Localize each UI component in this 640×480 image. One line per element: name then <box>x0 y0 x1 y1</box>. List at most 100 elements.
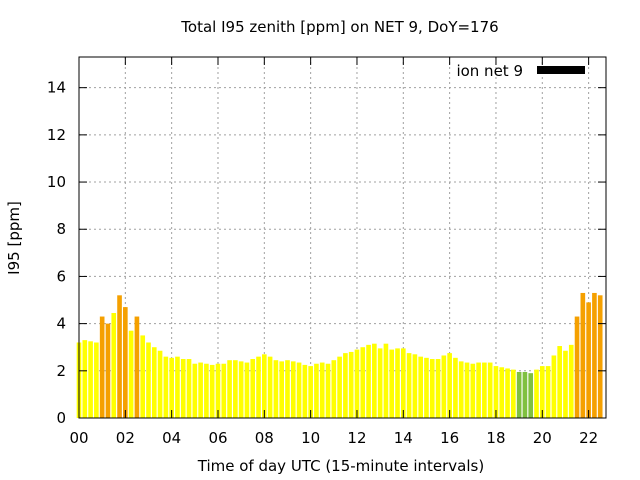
bar <box>273 360 279 418</box>
bar <box>557 346 562 418</box>
y-tick-label: 10 <box>47 173 66 191</box>
y-axis-ticks: 0 2 4 6 8 10 12 14 <box>47 79 606 427</box>
bar <box>140 335 146 418</box>
bar <box>123 307 128 418</box>
x-tick-label: 14 <box>394 429 413 447</box>
bar <box>435 359 441 418</box>
bar <box>151 347 157 418</box>
bar <box>169 357 174 418</box>
bar <box>429 359 435 418</box>
bar <box>482 362 487 418</box>
bar <box>296 362 302 418</box>
bar <box>290 361 296 418</box>
bar <box>134 316 140 418</box>
bar <box>568 344 574 418</box>
grid-lines <box>79 57 606 418</box>
bar <box>580 292 586 418</box>
bar <box>105 323 111 418</box>
bar <box>88 341 93 418</box>
bar <box>464 362 470 418</box>
bar <box>406 353 412 418</box>
bar <box>563 350 568 418</box>
bar <box>574 316 580 418</box>
bar <box>325 363 331 418</box>
bar <box>597 295 603 418</box>
bar <box>453 357 458 418</box>
bar <box>157 350 163 418</box>
x-tick-label: 08 <box>255 429 274 447</box>
legend-swatch <box>537 66 585 74</box>
bar <box>545 366 551 418</box>
bar <box>412 354 418 418</box>
bar <box>82 340 88 418</box>
bar <box>285 360 290 418</box>
bar <box>539 366 545 418</box>
bar <box>487 362 493 418</box>
bar <box>198 362 203 418</box>
bar <box>250 359 256 418</box>
y-tick-label: 12 <box>47 126 66 144</box>
bar <box>192 363 198 418</box>
bar <box>499 367 505 418</box>
bar <box>534 369 539 418</box>
x-tick-label: 12 <box>347 429 366 447</box>
bar <box>180 359 186 418</box>
bar <box>267 356 273 418</box>
bar <box>244 362 250 418</box>
x-tick-label: 22 <box>579 429 598 447</box>
bar <box>302 364 308 418</box>
bar <box>522 371 528 418</box>
bar <box>389 349 395 418</box>
x-axis-label: Time of day UTC (15-minute intervals) <box>197 457 484 475</box>
bar <box>458 361 464 418</box>
bar <box>314 363 319 418</box>
bar <box>476 362 481 418</box>
x-tick-label: 04 <box>162 429 181 447</box>
y-tick-label: 2 <box>56 362 66 380</box>
x-tick-label: 20 <box>533 429 552 447</box>
bar <box>209 364 215 418</box>
y-tick-label: 0 <box>56 409 66 427</box>
bar <box>528 373 534 418</box>
bar <box>227 360 232 418</box>
bar <box>279 361 285 418</box>
bar <box>592 292 597 418</box>
x-axis-ticks: 00 02 04 06 08 10 12 14 16 18 20 22 <box>69 57 598 447</box>
bar <box>94 342 99 418</box>
y-tick-label: 8 <box>56 220 66 238</box>
bar <box>441 355 447 418</box>
y-tick-label: 6 <box>56 267 66 285</box>
bar <box>418 356 423 418</box>
bar <box>331 360 337 418</box>
bar <box>354 349 360 418</box>
x-tick-label: 16 <box>440 429 459 447</box>
y-tick-label: 14 <box>47 79 66 97</box>
bar <box>377 348 383 418</box>
x-tick-label: 00 <box>69 429 88 447</box>
x-tick-label: 10 <box>301 429 320 447</box>
bar <box>586 302 591 418</box>
x-tick-label: 18 <box>486 429 505 447</box>
y-tick-label: 4 <box>56 315 66 333</box>
bar <box>511 369 516 418</box>
bar <box>163 356 169 418</box>
bar <box>383 343 389 418</box>
bar <box>447 353 452 418</box>
bar <box>221 363 227 418</box>
bar <box>99 316 105 418</box>
bar <box>117 295 122 418</box>
bar <box>348 351 354 418</box>
bar <box>395 348 400 418</box>
bar <box>238 361 244 418</box>
bar <box>424 357 429 418</box>
bar <box>400 348 406 418</box>
bar <box>308 366 313 418</box>
bar <box>262 354 267 418</box>
bar <box>372 343 377 418</box>
bar <box>366 344 371 418</box>
bar <box>505 368 510 418</box>
legend-label: ion net 9 <box>456 62 523 80</box>
bar <box>111 313 117 418</box>
bar <box>204 363 209 418</box>
